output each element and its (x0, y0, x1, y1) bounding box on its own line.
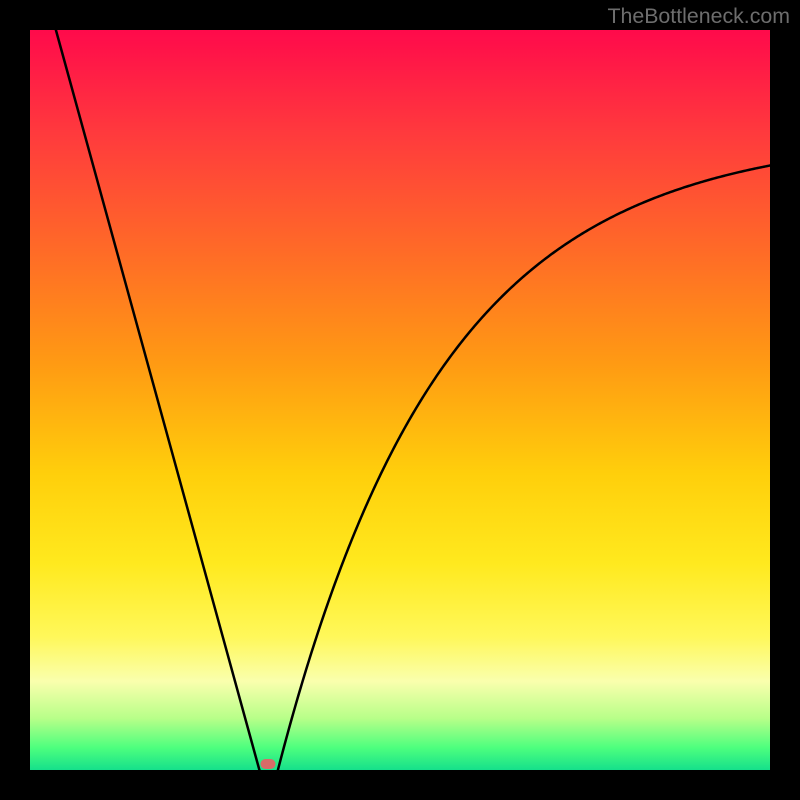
curve-layer (30, 30, 770, 770)
plot-area (30, 30, 770, 770)
watermark-text: TheBottleneck.com (607, 4, 790, 29)
bottleneck-curve (56, 30, 770, 770)
minimum-marker (261, 759, 276, 769)
chart-root: TheBottleneck.com (0, 0, 800, 800)
